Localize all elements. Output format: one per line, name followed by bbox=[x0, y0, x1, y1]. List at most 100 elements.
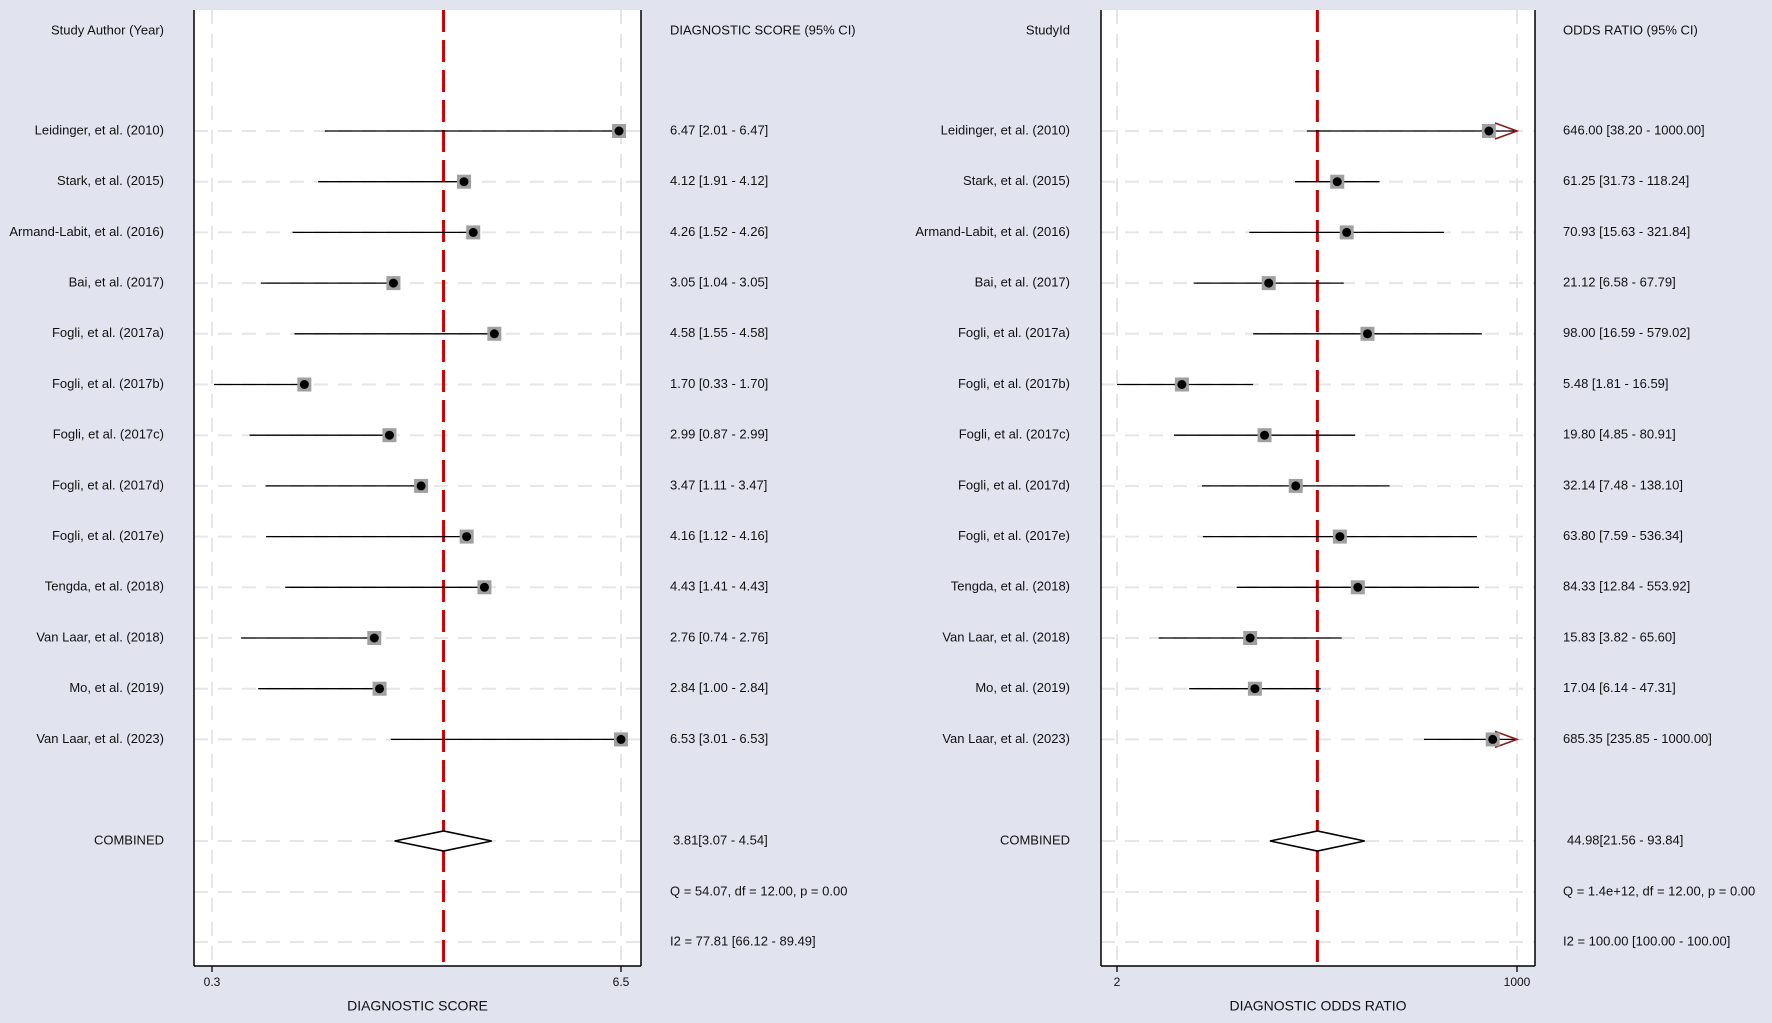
odds-ratio-panel: StudyId ODDS RATIO (95% CI) Leidinger, et … bbox=[915, 10, 1755, 1014]
study-ci-value: 6.47 [2.01 - 6.47] bbox=[670, 122, 768, 137]
study-point-estimate bbox=[1362, 329, 1372, 339]
column-header-ci: DIAGNOSTIC SCORE (95% CI) bbox=[670, 22, 856, 37]
combined-diamond bbox=[1269, 830, 1365, 852]
study-ci-value: 685.35 [235.85 - 1000.00] bbox=[1563, 731, 1712, 746]
study-label: Fogli, et al. (2017b) bbox=[52, 376, 164, 391]
study-point-estimate bbox=[1245, 633, 1255, 643]
study-point-estimate bbox=[459, 177, 469, 187]
ci-truncation-arrow bbox=[1494, 122, 1520, 140]
study-point-estimate bbox=[416, 481, 426, 491]
study-point-estimate bbox=[1260, 430, 1270, 440]
study-label: Stark, et al. (2015) bbox=[963, 173, 1070, 188]
study-ci-value: 2.84 [1.00 - 2.84] bbox=[670, 680, 768, 695]
study-point-estimate bbox=[369, 633, 379, 643]
study-label: Stark, et al. (2015) bbox=[57, 173, 164, 188]
diagnostic-score-panel: Study Author (Year) DIAGNOSTIC SCORE (95%… bbox=[9, 10, 856, 1014]
study-point-estimate bbox=[1177, 380, 1187, 389]
study-label: Fogli, et al. (2017d) bbox=[958, 477, 1070, 492]
study-label: Van Laar, et al. (2018) bbox=[36, 629, 164, 644]
study-ci-value: 4.16 [1.12 - 4.16] bbox=[670, 528, 768, 543]
study-ci-value: 4.26 [1.52 - 4.26] bbox=[670, 224, 768, 239]
study-ci-value: 646.00 [38.20 - 1000.00] bbox=[1563, 122, 1705, 137]
combined-diamond bbox=[394, 830, 492, 852]
study-label: Bai, et al. (2017) bbox=[975, 275, 1070, 290]
study-ci-value: 98.00 [16.59 - 579.02] bbox=[1563, 325, 1690, 340]
study-label: Van Laar, et al. (2023) bbox=[942, 731, 1070, 746]
study-point-estimate bbox=[1332, 177, 1342, 187]
study-point-estimate bbox=[468, 227, 478, 237]
study-ci-value: 63.80 [7.59 - 536.34] bbox=[1563, 528, 1683, 543]
study-ci-value: 4.12 [1.91 - 4.12] bbox=[670, 173, 768, 188]
study-ci-value: 3.05 [1.04 - 3.05] bbox=[670, 275, 768, 290]
study-point-estimate bbox=[614, 126, 624, 136]
x-tick-label: 1000 bbox=[1504, 975, 1531, 989]
ci-truncation-arrow bbox=[1494, 730, 1520, 749]
study-label: Fogli, et al. (2017d) bbox=[52, 477, 164, 492]
study-label: Tengda, et al. (2018) bbox=[45, 579, 164, 594]
study-label: Fogli, et al. (2017c) bbox=[53, 427, 164, 442]
study-point-estimate bbox=[489, 329, 499, 339]
study-point-estimate bbox=[1488, 734, 1498, 744]
combined-ci-value: 44.98[21.56 - 93.84] bbox=[1567, 832, 1683, 847]
study-label: Van Laar, et al. (2023) bbox=[36, 731, 164, 746]
study-label: Bai, et al. (2017) bbox=[69, 275, 164, 290]
study-point-estimate bbox=[1335, 532, 1345, 542]
study-point-estimate bbox=[1264, 278, 1274, 288]
study-ci-value: 6.53 [3.01 - 6.53] bbox=[670, 731, 768, 746]
study-point-estimate bbox=[1484, 126, 1494, 136]
heterogeneity-i2: I2 = 77.81 [66.12 - 89.49] bbox=[670, 933, 816, 948]
study-point-estimate bbox=[462, 532, 472, 542]
combined-ci-value: 3.81[3.07 - 4.54] bbox=[673, 832, 768, 847]
column-header-ci: ODDS RATIO (95% CI) bbox=[1563, 22, 1698, 37]
study-label: Fogli, et al. (2017c) bbox=[959, 427, 1070, 442]
x-tick-label: 0.3 bbox=[204, 975, 221, 989]
study-label: Armand-Labit, et al. (2016) bbox=[915, 224, 1070, 239]
study-ci-value: 32.14 [7.48 - 138.10] bbox=[1563, 477, 1683, 492]
study-ci-value: 5.48 [1.81 - 16.59] bbox=[1563, 376, 1669, 391]
study-ci-value: 15.83 [3.82 - 65.60] bbox=[1563, 629, 1676, 644]
study-point-estimate bbox=[1250, 684, 1260, 694]
combined-label: COMBINED bbox=[94, 832, 164, 847]
study-label: Leidinger, et al. (2010) bbox=[35, 122, 164, 137]
study-label: Van Laar, et al. (2018) bbox=[942, 629, 1070, 644]
study-ci-value: 17.04 [6.14 - 47.31] bbox=[1563, 680, 1676, 695]
study-label: Tengda, et al. (2018) bbox=[951, 579, 1070, 594]
study-ci-value: 61.25 [31.73 - 118.24] bbox=[1563, 173, 1689, 188]
study-ci-value: 2.99 [0.87 - 2.99] bbox=[670, 427, 768, 442]
study-label: Leidinger, et al. (2010) bbox=[941, 122, 1070, 137]
study-ci-value: 4.43 [1.41 - 4.43] bbox=[670, 579, 768, 594]
study-point-estimate bbox=[1291, 481, 1301, 491]
study-label: Fogli, et al. (2017e) bbox=[958, 528, 1070, 543]
column-header-study: Study Author (Year) bbox=[51, 22, 164, 37]
study-ci-value: 1.70 [0.33 - 1.70] bbox=[670, 376, 768, 391]
study-ci-value: 70.93 [15.63 - 321.84] bbox=[1563, 224, 1690, 239]
study-point-estimate bbox=[616, 734, 626, 744]
heterogeneity-q: Q = 1.4e+12, df = 12.00, p = 0.00 bbox=[1563, 883, 1755, 898]
study-point-estimate bbox=[1353, 582, 1363, 592]
combined-label: COMBINED bbox=[1000, 832, 1070, 847]
study-ci-value: 2.76 [0.74 - 2.76] bbox=[670, 629, 768, 644]
x-axis-title: DIAGNOSTIC ODDS RATIO bbox=[1229, 998, 1406, 1014]
study-ci-value: 19.80 [4.85 - 80.91] bbox=[1563, 427, 1676, 442]
study-label: Mo, et al. (2019) bbox=[69, 680, 164, 695]
x-tick-label: 2 bbox=[1114, 975, 1121, 989]
study-ci-value: 84.33 [12.84 - 553.92] bbox=[1563, 579, 1690, 594]
study-ci-value: 3.47 [1.11 - 3.47] bbox=[670, 477, 767, 492]
study-point-estimate bbox=[299, 380, 309, 389]
study-point-estimate bbox=[388, 278, 398, 288]
study-label: Fogli, et al. (2017b) bbox=[958, 376, 1070, 391]
x-tick-label: 6.5 bbox=[613, 975, 630, 989]
study-label: Fogli, et al. (2017a) bbox=[52, 325, 164, 340]
study-label: Fogli, et al. (2017a) bbox=[958, 325, 1070, 340]
study-point-estimate bbox=[1342, 227, 1352, 237]
study-point-estimate bbox=[375, 684, 385, 694]
x-axis-title: DIAGNOSTIC SCORE bbox=[347, 998, 488, 1014]
study-label: Mo, et al. (2019) bbox=[975, 680, 1070, 695]
heterogeneity-q: Q = 54.07, df = 12.00, p = 0.00 bbox=[670, 883, 847, 898]
study-point-estimate bbox=[384, 430, 394, 440]
study-ci-value: 4.58 [1.55 - 4.58] bbox=[670, 325, 768, 340]
study-point-estimate bbox=[479, 582, 489, 592]
heterogeneity-i2: I2 = 100.00 [100.00 - 100.00] bbox=[1563, 933, 1730, 948]
study-label: Armand-Labit, et al. (2016) bbox=[9, 224, 164, 239]
